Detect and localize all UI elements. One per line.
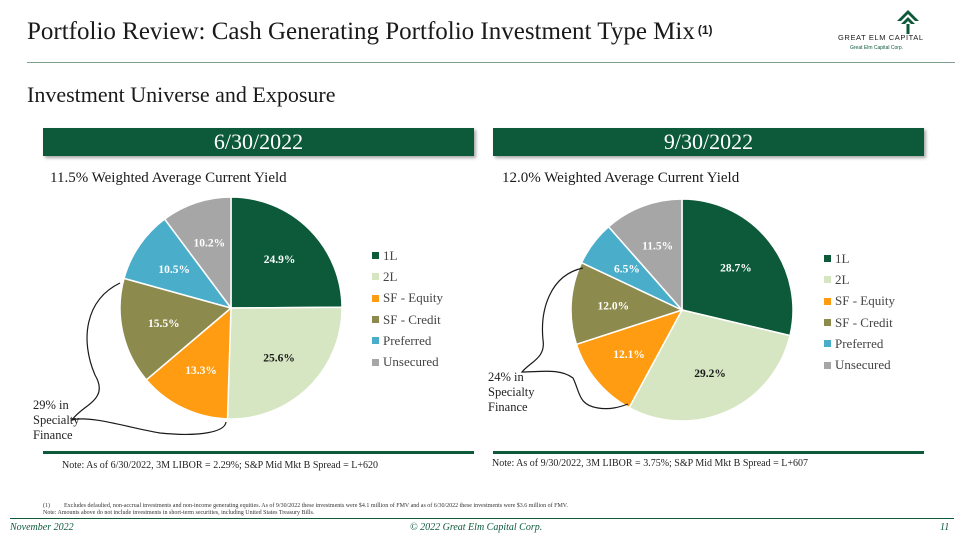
- specialty-label-1: 29% in Specialty Finance: [33, 398, 80, 442]
- date-banner-2: 9/30/2022: [493, 128, 924, 156]
- pie-data-label: 29.2%: [694, 368, 726, 380]
- legend-item-sf-equity: SF - Equity: [824, 291, 895, 312]
- pie-chart-2: 28.7% 29.2% 12.1% 12.0% 6.5%11.5%: [570, 198, 794, 422]
- page-title-text: Portfolio Review: Cash Generating Portfo…: [27, 18, 695, 45]
- logo-mark-icon: [897, 10, 919, 34]
- legend-item-sf-credit: SF - Credit: [824, 312, 895, 333]
- pie-slice-sf-equity: [145, 306, 232, 420]
- footer-date: November 2022: [10, 522, 74, 533]
- logo-subtext: Great Elm Capital Corp.: [850, 45, 904, 51]
- title-footnote-marker: (1): [697, 23, 713, 37]
- section-subtitle: Investment Universe and Exposure: [27, 82, 336, 107]
- pie-slice-1l: [681, 198, 794, 337]
- legend-swatch: [372, 294, 379, 302]
- specialty-bracket-2: [520, 267, 629, 410]
- note-bar-1: [43, 451, 474, 454]
- pie-slice-preferred: [123, 217, 233, 310]
- legend-item-1l: 1L: [372, 245, 443, 266]
- legend-swatch: [372, 252, 379, 260]
- pie-data-label: 6.5%: [614, 264, 640, 276]
- footer-copyright: © 2022 Great Elm Capital Corp.: [410, 522, 543, 533]
- pie-slice-sf-equity: [575, 308, 684, 409]
- footnote-2: Note: Amounts above do not include inves…: [43, 510, 315, 516]
- legend-item-preferred: Preferred: [372, 330, 443, 351]
- header-divider: [27, 62, 955, 63]
- legend-swatch: [824, 276, 831, 284]
- pie-data-label: 28.7%: [720, 262, 752, 274]
- legend-item-sf-equity: SF - Equity: [372, 288, 443, 309]
- legend-swatch: [824, 297, 831, 305]
- pie-slice-1l: [230, 196, 343, 309]
- pie-data-label: 10.5%: [158, 264, 190, 276]
- page-title: Portfolio Review: Cash Generating Portfo…: [27, 18, 713, 46]
- yield-text-2: 12.0% Weighted Average Current Yield: [502, 170, 740, 186]
- legend-swatch: [824, 340, 831, 348]
- specialty-label-2: 24% in Specialty Finance: [488, 370, 535, 414]
- legend-swatch: [372, 273, 379, 281]
- pie-data-label: 12.1%: [613, 349, 645, 361]
- logo-text: GREAT ELM CAPITAL: [838, 33, 924, 42]
- pie-slice-2l: [628, 309, 791, 422]
- pie-data-label: 13.3%: [185, 365, 217, 377]
- yield-text-1: 11.5% Weighted Average Current Yield: [50, 170, 287, 186]
- pie-data-label: 24.9%: [264, 254, 296, 266]
- legend-2: 1L 2L SF - Equity SF - Credit Preferred …: [824, 248, 895, 376]
- legend-item-2l: 2L: [824, 269, 895, 290]
- footnote-1: (1) Excludes defaulted, non-accrual inves…: [43, 503, 568, 509]
- legend-item-sf-credit: SF - Credit: [372, 309, 443, 330]
- note-bar-2: [493, 451, 924, 454]
- pie-slice-sf-credit: [570, 261, 685, 346]
- pie-chart-1: 24.9% 25.6% 13.3% 15.5% 10.5% 10.2%: [119, 196, 343, 420]
- specialty-bracket-1: [70, 282, 227, 435]
- legend-item-1l: 1L: [824, 248, 895, 269]
- pie-data-label: 10.2%: [194, 238, 226, 250]
- pie-slice-sf-credit: [119, 277, 233, 381]
- pie-data-label: 11.5%: [642, 241, 673, 253]
- pie-slice-unsecured: [163, 196, 232, 311]
- pie-data-label: 15.5%: [148, 318, 180, 330]
- note-1: Note: As of 6/30/2022, 3M LIBOR = 2.29%;…: [62, 460, 379, 471]
- legend-item-preferred: Preferred: [824, 333, 895, 354]
- legend-swatch: [372, 337, 379, 345]
- legend-swatch: [372, 358, 379, 366]
- pie-data-label: 25.6%: [263, 352, 295, 364]
- date-banner-1: 6/30/2022: [43, 128, 474, 156]
- legend-swatch: [824, 255, 831, 263]
- pie-slice-unsecured: [607, 198, 683, 312]
- legend-item-2l: 2L: [372, 266, 443, 287]
- note-2: Note: As of 9/30/2022, 3M LIBOR = 3.75%;…: [492, 458, 809, 469]
- pie-data-label: 12.0%: [598, 301, 630, 313]
- pie-slice-2l: [226, 306, 343, 420]
- legend-swatch: [824, 319, 831, 327]
- page-number: 11: [940, 522, 950, 533]
- legend-swatch: [824, 361, 831, 369]
- legend-1: 1L 2L SF - Equity SF - Credit Preferred …: [372, 245, 443, 373]
- legend-swatch: [372, 316, 379, 324]
- legend-item-unsecured: Unsecured: [824, 354, 895, 375]
- footer-divider: [10, 518, 954, 519]
- legend-item-unsecured: Unsecured: [372, 351, 443, 372]
